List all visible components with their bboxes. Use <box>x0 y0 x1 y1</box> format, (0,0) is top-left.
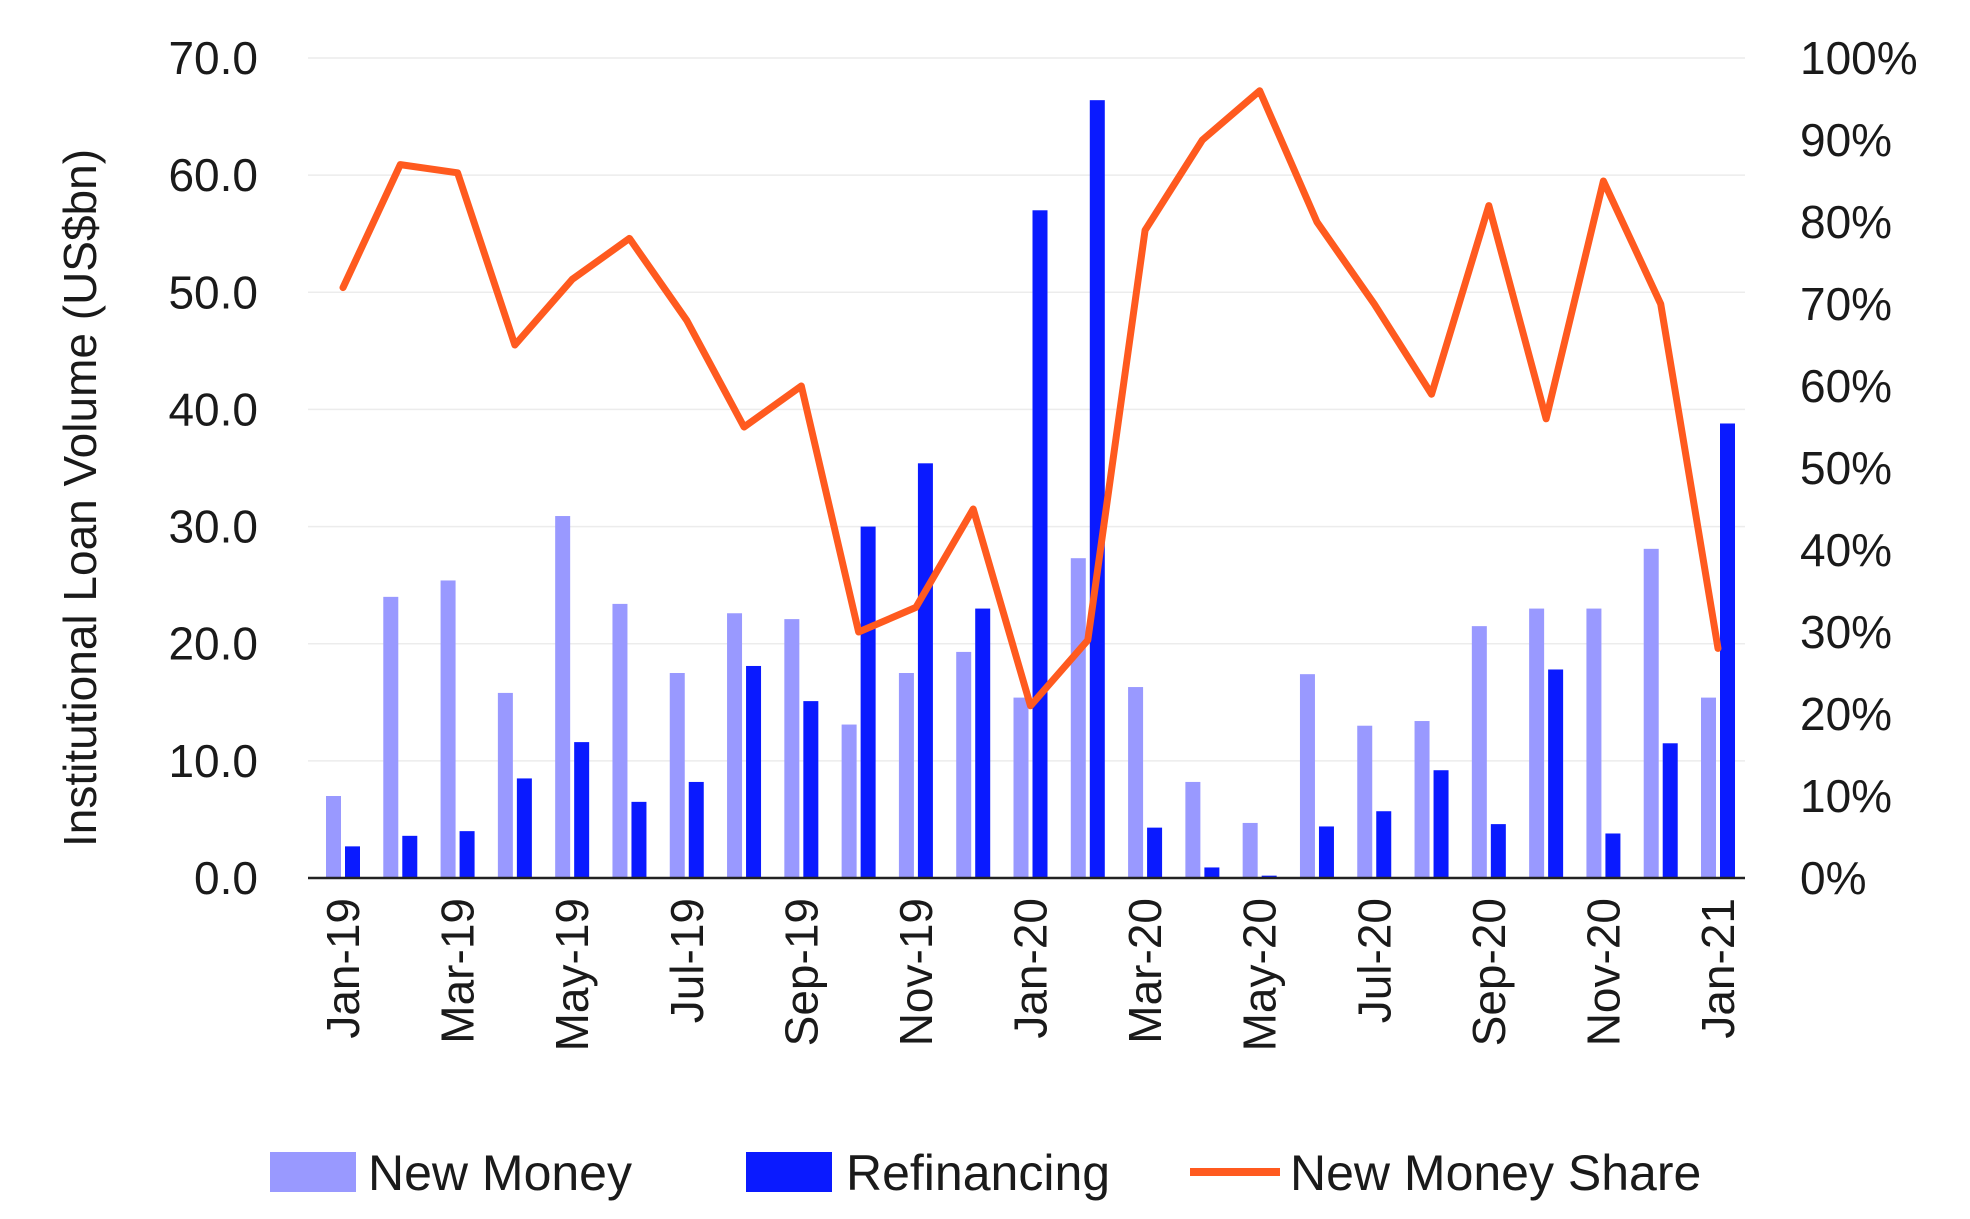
bar-new-money <box>1128 687 1144 878</box>
y-tick-label: 10.0 <box>168 735 258 787</box>
y2-tick-label: 30% <box>1800 606 1892 658</box>
x-tick-label: Jan-19 <box>317 898 369 1039</box>
y2-tick-label: 60% <box>1800 360 1892 412</box>
bar-new-money <box>326 796 341 878</box>
y-tick-label: 0.0 <box>194 852 258 904</box>
x-tick-label: Nov-19 <box>890 898 942 1046</box>
y-tick-label: 70.0 <box>168 32 258 84</box>
y2-tick-label: 90% <box>1800 114 1892 166</box>
legend-label: New Money Share <box>1290 1145 1701 1201</box>
x-tick-label: Jan-21 <box>1692 898 1744 1039</box>
bar-new-money <box>669 673 685 878</box>
bar-refinancing <box>1662 743 1678 878</box>
grid-lines <box>308 57 1745 762</box>
bar-refinancing <box>688 781 704 878</box>
bar-refinancing <box>1032 210 1048 879</box>
bar-refinancing <box>1376 811 1392 878</box>
bar-refinancing <box>1490 824 1506 878</box>
y2-tick-label: 80% <box>1800 196 1892 248</box>
bar-new-money <box>1414 721 1430 878</box>
y-tick-label: 20.0 <box>168 618 258 670</box>
bar-refinancing <box>917 463 933 878</box>
y2-tick-label: 70% <box>1800 278 1892 330</box>
bar-new-money <box>1070 558 1086 878</box>
bar-new-money <box>956 651 972 878</box>
bar-refinancing <box>1204 867 1220 878</box>
bar-series <box>326 100 1735 879</box>
legend-label: Refinancing <box>846 1145 1110 1201</box>
line-new-money-share <box>339 87 1722 710</box>
x-tick-label: Mar-20 <box>1119 898 1171 1044</box>
bar-new-money <box>555 516 571 878</box>
y2-tick-label: 0% <box>1800 852 1866 904</box>
bar-refinancing <box>1318 826 1334 878</box>
bar-new-money <box>1529 608 1545 878</box>
bar-new-money <box>383 596 399 878</box>
y2-tick-label: 40% <box>1800 524 1892 576</box>
bar-new-money <box>1242 822 1258 878</box>
y2-tick-label: 20% <box>1800 688 1892 740</box>
bar-new-money <box>612 603 628 878</box>
x-tick-label: Mar-19 <box>432 898 484 1044</box>
y-tick-label: 40.0 <box>168 383 258 435</box>
bar-new-money <box>1701 697 1716 878</box>
left-y-axis: 0.0 10.0 20.0 30.0 40.0 50.0 60.0 70.0 <box>168 32 258 904</box>
bar-refinancing <box>1605 833 1621 878</box>
bar-new-money <box>727 613 743 878</box>
y2-tick-label: 50% <box>1800 442 1892 494</box>
bar-new-money <box>1185 781 1201 878</box>
bar-refinancing <box>631 801 647 878</box>
bar-new-money <box>1471 626 1487 878</box>
bar-refinancing <box>459 831 475 878</box>
y-tick-label: 60.0 <box>168 149 258 201</box>
bar-refinancing <box>574 742 590 878</box>
bar-refinancing <box>860 526 876 878</box>
bar-new-money <box>1299 674 1315 878</box>
bar-refinancing <box>746 665 762 878</box>
y-tick-label: 50.0 <box>168 266 258 318</box>
bar-refinancing <box>1147 827 1163 878</box>
bar-refinancing <box>345 846 360 878</box>
bar-refinancing <box>402 835 418 878</box>
x-tick-label: Jul-19 <box>661 898 713 1023</box>
x-tick-label: Nov-20 <box>1577 898 1629 1046</box>
y-tick-label: 30.0 <box>168 501 258 553</box>
bar-new-money <box>1586 608 1602 878</box>
x-tick-label: Sep-19 <box>775 898 827 1046</box>
legend-swatch <box>270 1152 356 1192</box>
x-axis-ticks: Jan-19 Mar-19 May-19 Jul-19 Sep-19 Nov-19 Jan-… <box>317 898 1744 1051</box>
x-tick-label: May-19 <box>546 898 598 1051</box>
bar-refinancing <box>975 608 991 878</box>
legend: New Money Refinancing New Money Share <box>270 1145 1701 1201</box>
legend-swatch <box>746 1152 832 1192</box>
bar-refinancing <box>516 778 532 878</box>
bar-refinancing <box>1089 100 1105 878</box>
y-axis-title: Institutional Loan Volume (US$bn) <box>54 149 106 847</box>
bar-refinancing <box>1720 423 1735 878</box>
x-tick-label: Jan-20 <box>1005 898 1057 1039</box>
bar-refinancing <box>1433 770 1449 878</box>
x-tick-label: May-20 <box>1234 898 1286 1051</box>
y2-tick-label: 100% <box>1800 32 1918 84</box>
legend-label: New Money <box>368 1145 632 1201</box>
bar-new-money <box>784 619 800 878</box>
line-series <box>339 87 1722 710</box>
right-y-axis: 0% 10% 20% 30% 40% 50% 60% 70% 80% 90% 100% <box>1800 32 1918 904</box>
bar-new-money <box>898 673 914 878</box>
x-tick-label: Jul-20 <box>1348 898 1400 1023</box>
bar-new-money <box>1357 725 1373 878</box>
bar-new-money <box>440 580 456 878</box>
bar-new-money <box>1643 548 1659 878</box>
bar-refinancing <box>803 701 819 878</box>
bar-new-money <box>841 724 857 878</box>
x-tick-label: Sep-20 <box>1463 898 1515 1046</box>
bar-new-money <box>1013 697 1029 878</box>
y2-tick-label: 10% <box>1800 770 1892 822</box>
bar-new-money <box>497 692 513 878</box>
bar-refinancing <box>1548 669 1564 878</box>
